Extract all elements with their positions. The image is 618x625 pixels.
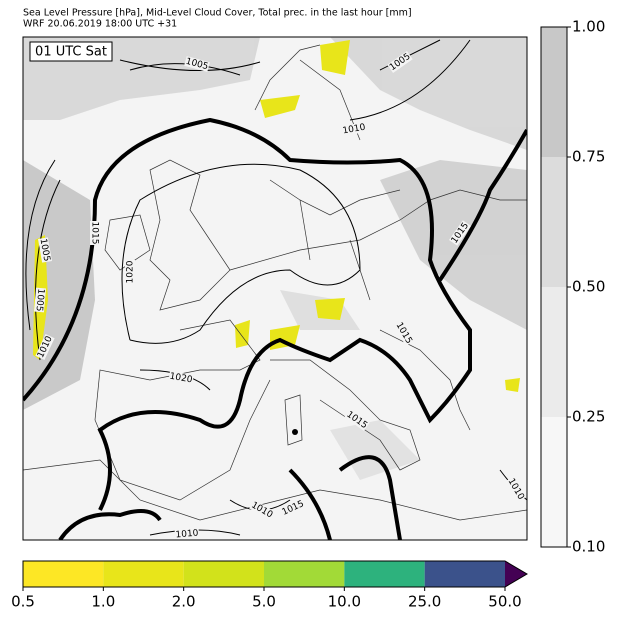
colorbar-frame (22, 560, 528, 588)
time-box (29, 41, 113, 62)
colorbar-segment (103, 561, 184, 587)
isobar-label: 1020 (126, 260, 136, 283)
colorbar-segment (541, 27, 567, 157)
colorbar-segment (424, 561, 505, 587)
map-area: 1005 100510101015102010051005101010201015… (23, 37, 527, 540)
colorbar-segment (541, 417, 567, 547)
cloud-colorbar: 0.10 0.25 0.50 0.75 1.00 (540, 18, 605, 556)
isobar-label-bg (505, 476, 527, 502)
isobar-label-bg (168, 370, 194, 386)
colorbar-tick-label: 0.50 (572, 278, 605, 296)
colorbar-tick-label: 0.25 (572, 408, 605, 426)
isobar-label: 1005 (34, 288, 46, 312)
isobar-label-bg (344, 409, 370, 431)
subtitle: WRF 20.06.2019 18:00 UTC +31 (23, 19, 177, 30)
colorbar-tick-label: 0.75 (572, 148, 605, 166)
colorbar-tick-label: 1.0 (91, 593, 115, 611)
isobar-label-bg (125, 260, 135, 284)
isobar-label-bg (184, 56, 210, 72)
colorbar-extend (505, 561, 527, 587)
colorbar-segment (264, 561, 345, 587)
isobar-label-bg (449, 220, 471, 246)
isobar-label-bg (393, 320, 415, 346)
isobar-label: 1005 (38, 238, 52, 262)
colorbar-tick-label: 50.0 (488, 593, 521, 611)
isobar-label-bg (387, 51, 413, 73)
colorbar-tick-label: 1.00 (572, 18, 605, 36)
colorbar-segment (183, 561, 264, 587)
isobar-label-bg (280, 498, 306, 518)
isobar-label: 1010 (342, 123, 367, 137)
isobar-label-bg (174, 527, 200, 540)
colorbar-tick-label: 5.0 (252, 593, 276, 611)
isobar-label-bg (249, 499, 275, 521)
colorbar-tick-label: 25.0 (408, 593, 441, 611)
title: Sea Level Pressure [hPa], Mid-Level Clou… (23, 8, 412, 19)
isobar-label: 1020 (169, 372, 194, 386)
colorbar-tick-label: 2.0 (172, 593, 196, 611)
isobar-label-bg (37, 237, 53, 263)
colorbar-segment (344, 561, 425, 587)
time-label: 01 UTC Sat (35, 45, 107, 60)
isobar-label-bg (90, 221, 100, 245)
isobar-label-bg (35, 334, 55, 360)
colorbar-segment (541, 287, 567, 417)
colorbar-segment (23, 561, 104, 587)
colorbar-tick-label: 10.0 (328, 593, 361, 611)
colorbar-tick-label: 0.10 (572, 538, 605, 556)
colorbar-tick-label: 0.5 (11, 593, 35, 611)
colorbar-segment (541, 157, 567, 287)
isobar-label: 1010 (175, 528, 199, 540)
isobar-label-bg (33, 287, 47, 313)
map-frame (22, 36, 528, 541)
isobar-label-bg (341, 121, 367, 137)
isobar-label: 1015 (90, 222, 100, 245)
precip-colorbar: 0.5 1.0 2.0 5.0 10.0 25.0 50.0 (11, 560, 528, 611)
